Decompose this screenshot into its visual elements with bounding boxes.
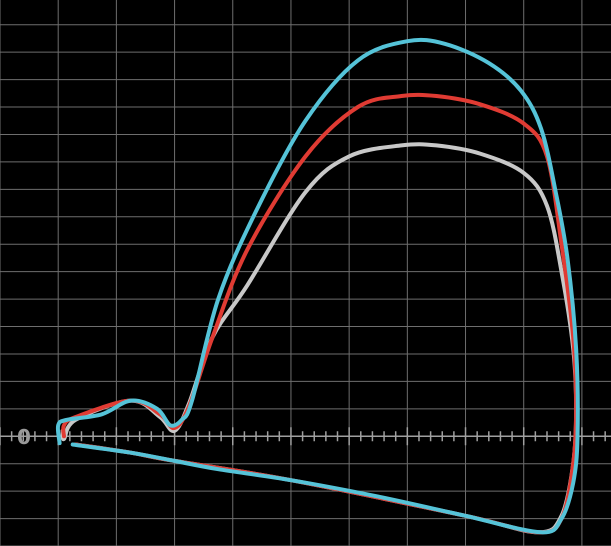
series-group	[55, 37, 580, 535]
zero-tick-label: 0	[17, 425, 31, 449]
series-line-3	[55, 37, 580, 535]
